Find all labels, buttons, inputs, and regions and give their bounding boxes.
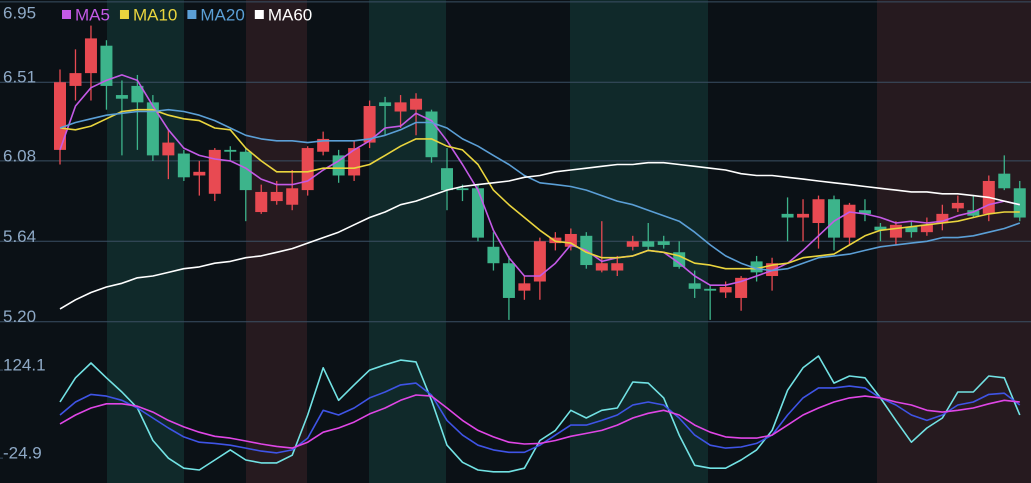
candle-body	[920, 224, 933, 233]
legend-swatch	[254, 10, 264, 19]
candle-body	[967, 210, 980, 216]
series-line	[59, 394, 1020, 449]
legend-swatch	[119, 10, 129, 19]
candle-body	[828, 199, 840, 238]
candle-body	[115, 95, 128, 99]
y-tick-label: 5.20	[3, 307, 36, 326]
candle-body	[270, 191, 283, 202]
y-tick-label: 6.51	[3, 68, 36, 87]
candle-body	[611, 263, 624, 271]
candle-body	[936, 213, 949, 224]
y-tick-label: 6.95	[3, 3, 36, 22]
series-line	[59, 355, 1021, 473]
legend-label: MA20	[200, 5, 244, 24]
candle-body	[363, 106, 376, 143]
candle-body	[146, 102, 159, 156]
candle-body	[317, 138, 330, 152]
candle-body	[54, 82, 66, 150]
candle-body	[410, 98, 423, 110]
candle-body	[177, 153, 190, 178]
y-tick-label: -24.9	[3, 444, 42, 463]
grid-layer	[0, 1, 1031, 459]
candle-body	[595, 263, 608, 271]
text-layer: 6.95 6.51 6.08 5.64 5.20 MA5 MA10 MA20 MA60 124.1…	[3, 3, 312, 462]
candle-body	[781, 213, 794, 218]
candle-body	[797, 213, 810, 218]
candle-body	[998, 173, 1011, 189]
candle-body	[951, 202, 964, 209]
candle-body	[642, 241, 655, 247]
candle-body	[301, 148, 314, 191]
candle-body	[255, 191, 268, 213]
candle-body	[657, 241, 670, 245]
candle-body	[533, 241, 546, 282]
legend-label: MA60	[268, 5, 312, 24]
candle-body	[471, 188, 484, 238]
y-tick-label: 5.64	[3, 227, 36, 246]
candle-body	[456, 188, 469, 191]
y-tick-label: 6.08	[3, 146, 36, 165]
legend-swatch	[62, 10, 71, 19]
mark-layer	[54, 25, 1026, 473]
candle-body	[394, 102, 407, 112]
candle-body	[69, 73, 82, 86]
candle-body	[131, 85, 144, 103]
candle-body	[208, 149, 221, 194]
series-line	[59, 108, 1021, 272]
candle-body	[239, 151, 252, 191]
candle-body	[332, 155, 345, 176]
candle-body	[704, 288, 717, 291]
candle-body	[719, 286, 732, 293]
candle-body	[286, 188, 299, 205]
candle-body	[1013, 188, 1026, 218]
y-tick-label: 124.1	[3, 356, 46, 375]
candle-body	[889, 224, 902, 238]
candle-body	[193, 171, 206, 176]
candle-body	[441, 168, 453, 191]
candle-body	[84, 38, 97, 74]
candle-body	[487, 246, 500, 264]
candle-body	[750, 261, 763, 273]
candle-body	[379, 102, 392, 107]
candle-body	[843, 204, 856, 238]
legend-label: MA5	[75, 5, 110, 24]
candle-body	[688, 283, 701, 289]
candle-body	[812, 199, 825, 224]
candle-body	[162, 142, 175, 156]
candle-body	[100, 45, 113, 86]
candle-body	[858, 210, 871, 214]
series-line	[59, 74, 1020, 287]
candle-body	[905, 226, 918, 233]
candle-body	[626, 241, 639, 247]
candle-body	[518, 283, 531, 291]
candle-body	[564, 233, 577, 247]
series-line	[59, 108, 1020, 270]
series-line	[59, 161, 1020, 310]
candle-body	[224, 149, 237, 152]
candle-body	[502, 263, 515, 298]
legend-swatch	[187, 10, 197, 19]
legend-label: MA10	[133, 5, 177, 24]
series-line	[59, 382, 1021, 454]
candle-body	[874, 226, 887, 231]
